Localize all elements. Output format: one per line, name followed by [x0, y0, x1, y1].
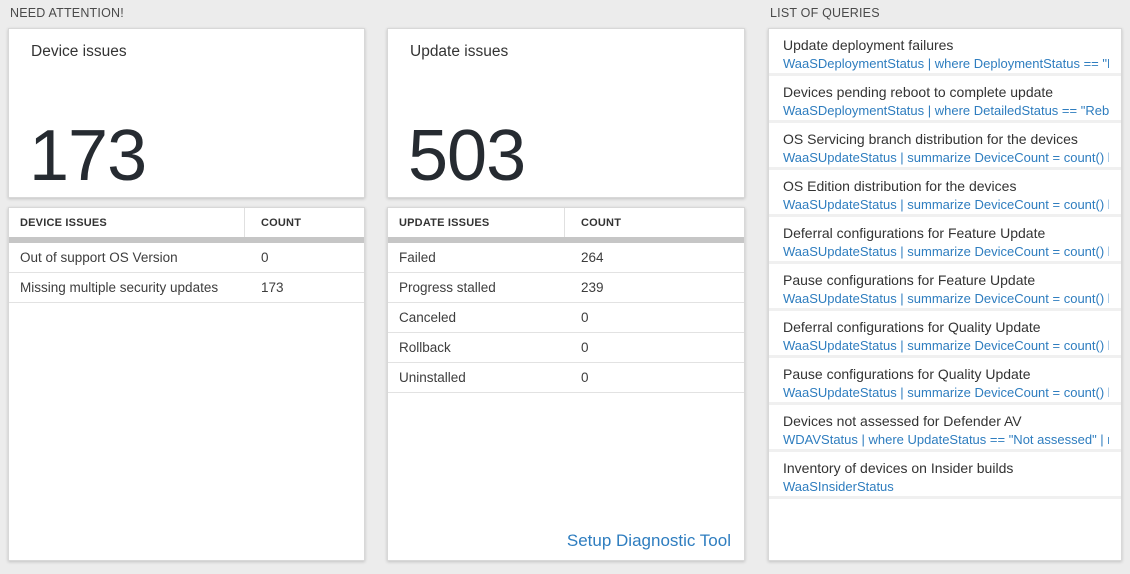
query-list-item[interactable]: OS Servicing branch distribution for the…: [769, 123, 1121, 170]
query-text: WaaSDeploymentStatus | where DetailedSta…: [783, 103, 1109, 118]
device-issues-table-header: DEVICE ISSUES COUNT: [9, 208, 364, 237]
table-row[interactable]: Uninstalled 0: [388, 363, 744, 393]
query-title: OS Servicing branch distribution for the…: [783, 131, 1078, 147]
device-issues-card[interactable]: Device issues 173: [8, 28, 365, 198]
device-issues-column-header: DEVICE ISSUES: [9, 208, 245, 237]
issue-count: 0: [581, 370, 589, 385]
query-text: WaaSUpdateStatus | summarize DeviceCount…: [783, 291, 1109, 306]
query-text: WaaSUpdateStatus | summarize DeviceCount…: [783, 338, 1109, 353]
query-list-item[interactable]: Pause configurations for Quality Update …: [769, 358, 1121, 405]
issue-label: Out of support OS Version: [20, 250, 178, 265]
issue-count: 0: [581, 310, 589, 325]
query-title: OS Edition distribution for the devices: [783, 178, 1017, 194]
table-row[interactable]: Missing multiple security updates 173: [9, 273, 364, 303]
update-issues-card-title: Update issues: [410, 43, 509, 60]
update-issues-column-header: UPDATE ISSUES: [388, 208, 565, 237]
query-title: Deferral configurations for Feature Upda…: [783, 225, 1046, 241]
query-text: WaaSUpdateStatus | summarize DeviceCount…: [783, 150, 1109, 165]
query-text: WaaSDeploymentStatus | where DeploymentS…: [783, 56, 1109, 71]
table-row[interactable]: Rollback 0: [388, 333, 744, 363]
query-list-item[interactable]: Update deployment failures WaaSDeploymen…: [769, 29, 1121, 76]
count-column-header: COUNT: [261, 216, 302, 229]
device-issues-card-title: Device issues: [31, 43, 127, 60]
update-issues-table-card: UPDATE ISSUES COUNT Failed 264 Progress …: [387, 207, 745, 561]
query-title: Pause configurations for Quality Update: [783, 366, 1031, 382]
query-title: Devices pending reboot to complete updat…: [783, 84, 1054, 100]
update-issues-card[interactable]: Update issues 503: [387, 28, 745, 198]
table-row[interactable]: Canceled 0: [388, 303, 744, 333]
device-issues-count: 173: [29, 116, 147, 197]
query-title: Deferral configurations for Quality Upda…: [783, 319, 1041, 335]
query-list-item[interactable]: Deferral configurations for Quality Upda…: [769, 311, 1121, 358]
list-of-queries-header: LIST OF QUERIES: [770, 6, 880, 20]
query-text: WaaSInsiderStatus: [783, 479, 894, 494]
update-issues-table-header: UPDATE ISSUES COUNT: [388, 208, 744, 237]
query-text: WaaSUpdateStatus | summarize DeviceCount…: [783, 244, 1109, 259]
count-column-header: COUNT: [581, 216, 622, 229]
query-list-item[interactable]: Inventory of devices on Insider builds W…: [769, 452, 1121, 499]
table-row[interactable]: Progress stalled 239: [388, 273, 744, 303]
query-text: WDAVStatus | where UpdateStatus == "Not …: [783, 432, 1109, 447]
table-row[interactable]: Out of support OS Version 0: [9, 243, 364, 273]
issue-label: Progress stalled: [399, 280, 496, 295]
issue-count: 264: [581, 250, 604, 265]
query-text: WaaSUpdateStatus | summarize DeviceCount…: [783, 385, 1109, 400]
table-header-separator-bar: [9, 237, 364, 243]
setup-diagnostic-tool-link[interactable]: Setup Diagnostic Tool: [566, 531, 731, 550]
query-list-item[interactable]: Pause configurations for Feature Update …: [769, 264, 1121, 311]
query-title: Pause configurations for Feature Update: [783, 272, 1036, 288]
query-list-panel: Update deployment failures WaaSDeploymen…: [768, 28, 1122, 561]
issue-count: 173: [261, 280, 284, 295]
query-list-item[interactable]: Devices not assessed for Defender AV WDA…: [769, 405, 1121, 452]
issue-count: 239: [581, 280, 604, 295]
query-list-item[interactable]: Devices pending reboot to complete updat…: [769, 76, 1121, 123]
table-header-separator-bar: [388, 237, 744, 243]
issue-label: Failed: [399, 250, 436, 265]
issue-count: 0: [261, 250, 269, 265]
update-issues-count: 503: [408, 116, 526, 197]
issue-label: Uninstalled: [399, 370, 466, 385]
issue-count: 0: [581, 340, 589, 355]
device-issues-table-card: DEVICE ISSUES COUNT Out of support OS Ve…: [8, 207, 365, 561]
issue-label: Rollback: [399, 340, 451, 355]
issue-label: Missing multiple security updates: [20, 280, 219, 295]
table-row[interactable]: Failed 264: [388, 243, 744, 273]
issue-label: Canceled: [399, 310, 457, 325]
query-title: Update deployment failures: [783, 37, 954, 53]
query-title: Inventory of devices on Insider builds: [783, 460, 1014, 476]
query-list-item[interactable]: Deferral configurations for Feature Upda…: [769, 217, 1121, 264]
need-attention-header: NEED ATTENTION!: [10, 6, 124, 20]
query-text: WaaSUpdateStatus | summarize DeviceCount…: [783, 197, 1109, 212]
query-title: Devices not assessed for Defender AV: [783, 413, 1022, 429]
query-list-item[interactable]: OS Edition distribution for the devices …: [769, 170, 1121, 217]
